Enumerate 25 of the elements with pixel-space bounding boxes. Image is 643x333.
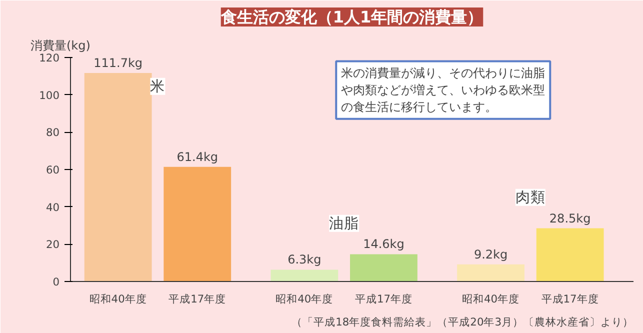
x-tick-label: 平成17年度 [168,292,226,306]
y-tick-label: 40 [46,200,60,214]
y-tick-label: 20 [46,238,60,252]
x-tick-label: 昭和40年度 [89,292,147,306]
data-label: 28.5kg [549,211,591,226]
text: （「平成18年度食料需給表」（平成20年3月）〔農林水産省〕より） [292,316,634,328]
data-label: 9.2kg [474,247,508,262]
annotation: 肉類 [515,188,546,206]
annotation: 米の消費量が減り、その代わりに油脂や肉類などが増えて、いわゆる欧米型の食生活に移行しています。 [341,66,546,114]
y-axis-title: 消費量(kg) [30,38,90,52]
data-label: 61.4kg [176,150,218,164]
data-label: 6.3kg [288,252,322,267]
y-tick-label: 120 [39,52,60,64]
y-tick-label: 60 [46,164,60,176]
data-label: 14.6kg [363,237,404,252]
x-tick-label: 平成17年度 [541,292,599,306]
x-tick-label: 平成17年度 [354,292,412,306]
y-tick-label: 0 [52,276,60,288]
x-tick-label: 昭和40年度 [276,292,334,306]
y-tick-label: 100 [39,88,60,102]
y-tick-label: 80 [46,126,60,140]
data-label: 111.7kg [94,56,143,70]
x-tick-label: 昭和40年度 [462,292,520,306]
annotation: 米 [150,78,166,95]
annotation: 油脂 [329,214,360,232]
